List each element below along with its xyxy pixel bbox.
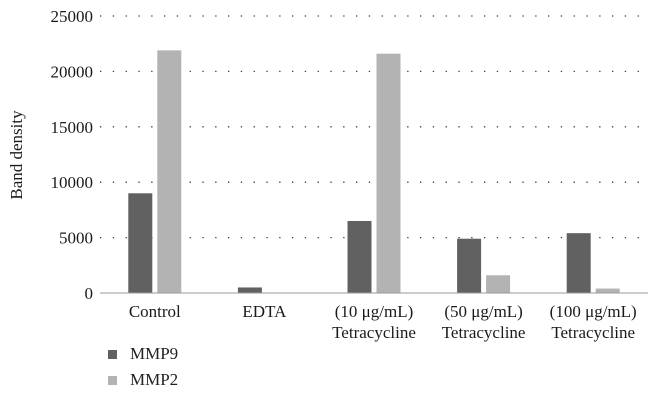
- legend-swatch: [108, 349, 117, 359]
- y-tick-label: 20000: [51, 62, 94, 81]
- bar-mmp2: [376, 53, 401, 294]
- y-tick-label: 15000: [51, 118, 94, 137]
- y-axis-ticks: 0 5000 10000 15000 20000 25000: [51, 7, 94, 303]
- x-tick-label: Tetracycline: [442, 323, 526, 342]
- bar-mmp9: [237, 287, 262, 293]
- legend-item: MMP9: [108, 341, 178, 367]
- bar-mmp9: [347, 220, 372, 293]
- x-tick-label: (100 μg/mL): [550, 302, 637, 321]
- y-tick-label: 0: [85, 284, 94, 303]
- y-tick-label: 25000: [51, 7, 94, 26]
- x-axis-ticks: Control EDTA (10 μg/mL) Tetracycline (50 μg/…: [129, 302, 637, 342]
- legend-label: MMP2: [130, 370, 179, 389]
- bars: [128, 50, 620, 294]
- bar-mmp9: [128, 193, 153, 293]
- x-tick-label: (10 μg/mL): [335, 302, 414, 321]
- legend-swatch: [108, 375, 117, 385]
- bar-mmp2: [157, 50, 182, 294]
- legend-label: MMP9: [130, 344, 179, 363]
- x-tick-label: Tetracycline: [551, 323, 635, 342]
- x-tick-label: EDTA: [242, 302, 287, 321]
- x-tick-label: (50 μg/mL): [444, 302, 523, 321]
- bar-mmp2: [486, 275, 511, 293]
- y-tick-label: 10000: [51, 173, 94, 192]
- y-tick-label: 5000: [59, 229, 93, 248]
- bar-mmp9: [566, 233, 591, 293]
- y-axis-label: Band density: [7, 110, 26, 200]
- gridlines: [100, 15, 648, 239]
- x-tick-label: Control: [129, 302, 181, 321]
- bar-mmp9: [457, 238, 482, 293]
- legend-item: MMP2: [108, 367, 178, 393]
- x-tick-label: Tetracycline: [332, 323, 416, 342]
- bar-mmp2: [595, 288, 620, 293]
- legend: MMP9 MMP2: [108, 341, 178, 393]
